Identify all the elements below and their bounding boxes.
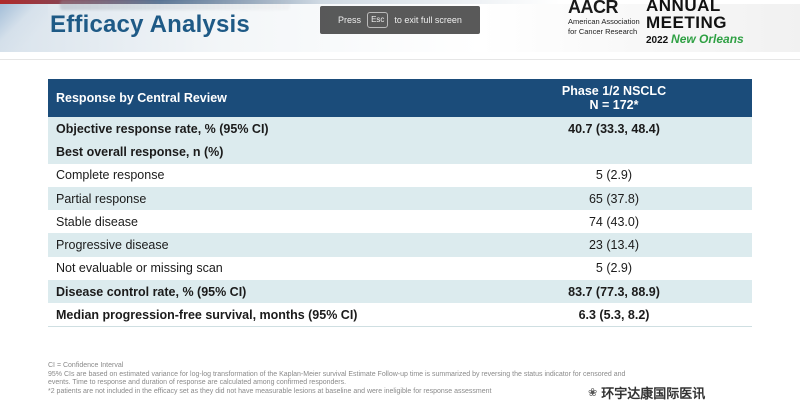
- table-row: Objective response rate, % (95% CI) 40.7…: [48, 117, 752, 141]
- footnote-line: 95% CIs are based on estimated variance …: [48, 370, 626, 378]
- table-row: Best overall response, n (%): [48, 140, 752, 164]
- aacr-logo: AACR American Association for Cancer Res…: [566, 0, 800, 52]
- slide-title: Efficacy Analysis: [50, 11, 250, 38]
- watermark-text: 环宇达康国际医讯: [601, 386, 706, 401]
- row-value: [476, 140, 752, 164]
- meeting-title-line1: ANNUAL: [646, 0, 721, 15]
- table-row: Partial response 65 (37.8): [48, 186, 752, 211]
- table-header-row: Response by Central Review Phase 1/2 NSC…: [48, 79, 752, 117]
- header-phase-nsclc: Phase 1/2 NSCLC N = 172*: [476, 79, 752, 117]
- row-label: Median progression-free survival, months…: [48, 303, 476, 327]
- aacr-logo-mark: AACR: [568, 0, 619, 17]
- row-label: Objective response rate, % (95% CI): [48, 117, 476, 141]
- wechat-icon: ❀: [588, 387, 598, 399]
- row-value: 74 (43.0): [476, 210, 752, 234]
- row-label: Stable disease: [48, 210, 476, 234]
- table-row: Progressive disease 23 (13.4): [48, 233, 752, 257]
- table-row: Median progression-free survival, months…: [48, 303, 752, 327]
- row-value: 5 (2.9): [476, 163, 752, 187]
- row-value: 23 (13.4): [476, 233, 752, 257]
- row-label: Partial response: [48, 186, 476, 211]
- efficacy-table: Response by Central Review Phase 1/2 NSC…: [48, 79, 752, 327]
- table-row: Stable disease 74 (43.0): [48, 210, 752, 234]
- row-label: Not evaluable or missing scan: [48, 256, 476, 281]
- meeting-year-city: 2022 New Orleans: [646, 32, 744, 46]
- meeting-year: 2022: [646, 35, 669, 46]
- row-value: 65 (37.8): [476, 186, 752, 211]
- header-n-count: N = 172*: [589, 98, 639, 112]
- table-row: Not evaluable or missing scan 5 (2.9): [48, 256, 752, 281]
- row-label: Best overall response, n (%): [48, 140, 476, 164]
- fullscreen-notice: Press Esc to exit full screen: [320, 6, 480, 34]
- meeting-city: New Orleans: [671, 32, 744, 46]
- header-decoration: [0, 4, 48, 52]
- row-label: Disease control rate, % (95% CI): [48, 280, 476, 304]
- esc-key-badge[interactable]: Esc: [367, 12, 389, 28]
- watermark: ❀ 环宇达康国际医讯: [588, 383, 705, 402]
- table-bottom-rule: [48, 326, 752, 327]
- header-response-by-central-review: Response by Central Review: [48, 79, 476, 117]
- meeting-title-line2: MEETING: [646, 13, 727, 32]
- aacr-org-line1: American Association: [568, 17, 640, 26]
- footnote-line: events. Time to response and duration of…: [48, 379, 347, 387]
- row-value: 83.7 (77.3, 88.9): [476, 280, 752, 304]
- table-row: Disease control rate, % (95% CI) 83.7 (7…: [48, 280, 752, 304]
- footnotes: CI = Confidence Interval 95% CIs are bas…: [48, 362, 748, 396]
- aacr-org-line2: for Cancer Research: [568, 27, 638, 36]
- row-value: 5 (2.9): [476, 256, 752, 281]
- header-phase-label: Phase 1/2 NSCLC: [561, 84, 667, 98]
- header-accent-strip: [0, 0, 800, 4]
- row-label: Progressive disease: [48, 233, 476, 257]
- row-label: Complete response: [48, 163, 476, 187]
- fullscreen-prefix: Press: [338, 15, 362, 25]
- row-value: 40.7 (33.3, 48.4): [476, 117, 752, 141]
- table-row: Complete response 5 (2.9): [48, 163, 752, 187]
- header-subtitle-blurred: [60, 0, 290, 10]
- footnote-line: *2 patients are not included in the effi…: [48, 387, 492, 395]
- fullscreen-suffix: to exit full screen: [394, 15, 462, 25]
- row-value: 6.3 (5.3, 8.2): [476, 303, 752, 327]
- footnote-line: CI = Confidence Interval: [48, 362, 124, 369]
- header-divider: [0, 59, 800, 60]
